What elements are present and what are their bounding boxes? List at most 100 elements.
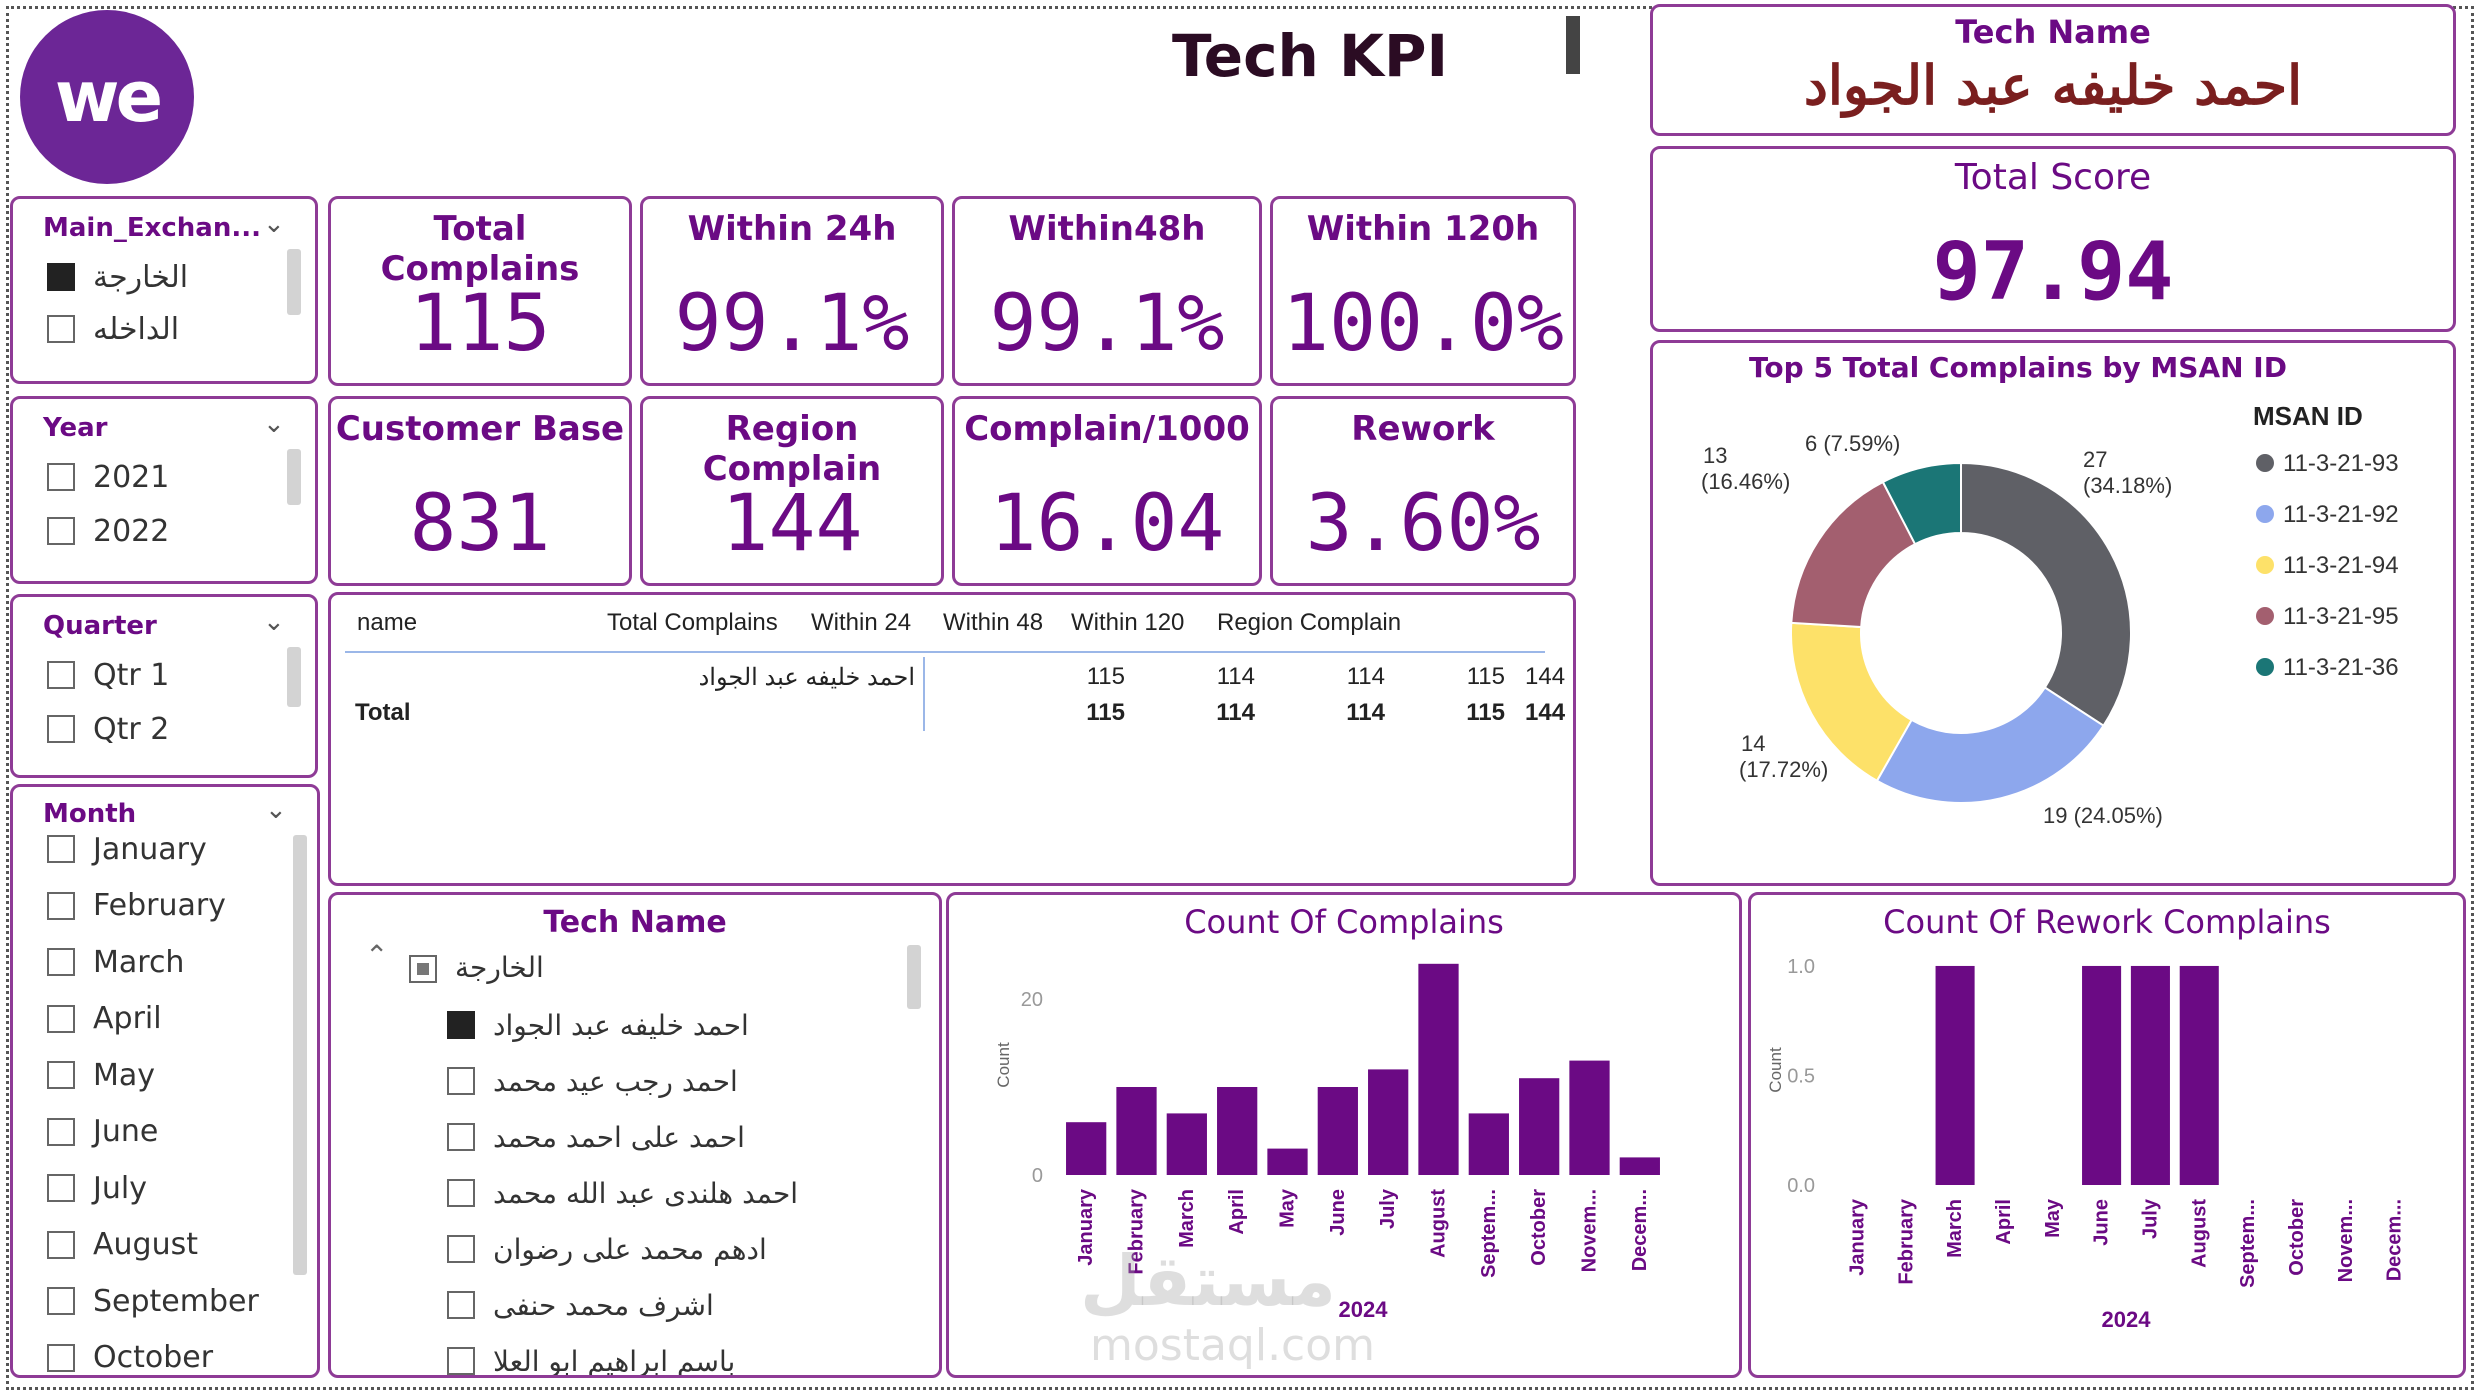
month-option[interactable]: September: [47, 1283, 259, 1319]
checkbox[interactable]: [47, 1343, 75, 1372]
x-tick-label: January: [1075, 1188, 1097, 1266]
slicer-option[interactable]: الداخله: [47, 311, 179, 347]
bar[interactable]: [2179, 965, 2219, 1185]
bar[interactable]: [1217, 1087, 1258, 1175]
total-score-value: 97.94: [1932, 225, 2174, 318]
bar[interactable]: [1619, 1157, 1660, 1175]
checkbox[interactable]: [47, 1004, 75, 1033]
checkbox[interactable]: [47, 1061, 75, 1089]
chevron-down-icon[interactable]: ⌄: [263, 209, 285, 239]
bar[interactable]: [1519, 1078, 1560, 1175]
tech-option[interactable]: احمد رجب عيد محمد: [447, 1063, 738, 1099]
bar[interactable]: [1468, 1113, 1509, 1175]
bar[interactable]: [1418, 963, 1459, 1175]
month-option[interactable]: April: [47, 1001, 162, 1037]
legend-entry[interactable]: 11-3-21-93: [2283, 450, 2399, 477]
checkbox[interactable]: [447, 1291, 475, 1319]
checkbox-checked[interactable]: [447, 1011, 475, 1039]
month-option[interactable]: August: [47, 1227, 198, 1263]
checkbox[interactable]: [447, 1235, 475, 1263]
slicer-option[interactable]: الخارجة: [47, 259, 188, 295]
donut-slice[interactable]: [1875, 686, 2105, 804]
tech-option[interactable]: احمد هلندى عبد الله محمد: [447, 1175, 798, 1211]
scrollbar[interactable]: [287, 249, 301, 315]
bar[interactable]: [1368, 1069, 1409, 1175]
month-option[interactable]: January: [47, 831, 207, 867]
tri-state-checkbox[interactable]: [409, 955, 437, 983]
legend-entry[interactable]: 11-3-21-94: [2283, 552, 2399, 579]
slicer-option[interactable]: Qtr 1: [47, 657, 169, 693]
table-header-region[interactable]: Region Complain: [1217, 609, 1402, 636]
title-cursor-bar: [1566, 16, 1580, 74]
donut-slice[interactable]: [1881, 461, 1962, 546]
checkbox[interactable]: [447, 1347, 475, 1375]
month-option[interactable]: June: [47, 1114, 158, 1150]
bar[interactable]: [2082, 965, 2122, 1185]
tech-option[interactable]: ادهم محمد على رضوان: [447, 1231, 767, 1267]
option-label: August: [93, 1227, 198, 1262]
bar[interactable]: [1116, 1087, 1157, 1175]
month-option[interactable]: February: [47, 888, 226, 924]
month-option[interactable]: October: [47, 1340, 213, 1375]
bar[interactable]: [2130, 965, 2170, 1185]
checkbox[interactable]: [47, 891, 75, 920]
chevron-down-icon[interactable]: ⌄: [263, 607, 285, 637]
bar[interactable]: [1317, 1087, 1358, 1175]
slicer-option[interactable]: 2021: [47, 459, 169, 495]
checkbox[interactable]: [47, 1230, 75, 1259]
checkbox[interactable]: [47, 517, 75, 545]
bar[interactable]: [1267, 1148, 1308, 1175]
checkbox[interactable]: [47, 1287, 75, 1315]
tech-slicer-group[interactable]: الخارجة: [455, 951, 544, 984]
month-option[interactable]: May: [47, 1057, 155, 1093]
tech-option[interactable]: احمد على احمد محمد: [447, 1119, 745, 1155]
table-header-total[interactable]: Total Complains: [607, 609, 778, 636]
scrollbar[interactable]: [907, 945, 921, 1009]
table-total-label: Total: [355, 699, 411, 726]
bar[interactable]: [1066, 1122, 1107, 1175]
checkbox[interactable]: [447, 1179, 475, 1207]
scrollbar[interactable]: [293, 835, 307, 1275]
scrollbar[interactable]: [287, 647, 301, 707]
table-header-name[interactable]: name: [357, 609, 418, 636]
checkbox[interactable]: [47, 835, 75, 863]
chevron-down-icon[interactable]: ⌄: [263, 409, 285, 439]
tech-name-slicer[interactable]: Tech Name ⌃ الخارجة احمد خليفه عبد الجوا…: [328, 892, 942, 1378]
checkbox[interactable]: [47, 463, 75, 491]
legend-entry[interactable]: 11-3-21-36: [2283, 654, 2399, 681]
y-axis-label: Count: [994, 1042, 1013, 1088]
bar[interactable]: [1569, 1060, 1610, 1175]
checkbox-checked[interactable]: [47, 263, 75, 291]
checkbox[interactable]: [447, 1067, 475, 1095]
quarter-slicer[interactable]: Quarter ⌄ Qtr 1 Qtr 2: [10, 594, 318, 778]
donut-slice[interactable]: [1960, 461, 2132, 728]
checkbox[interactable]: [47, 315, 75, 343]
table-header-within24[interactable]: Within 24: [811, 609, 912, 636]
table-header-within48[interactable]: Within 48: [943, 609, 1044, 636]
tech-option[interactable]: باسم ابراهيم ابو العلا: [447, 1343, 735, 1375]
month-slicer[interactable]: Month ⌄ January February March April May June…: [10, 784, 320, 1378]
checkbox[interactable]: [47, 1174, 75, 1202]
main-exchange-slicer[interactable]: Main_Exchan... ⌄ الخارجة الداخله: [10, 196, 318, 384]
bar[interactable]: [1166, 1113, 1207, 1175]
month-option[interactable]: March: [47, 944, 184, 980]
scrollbar[interactable]: [287, 449, 301, 505]
chevron-up-icon[interactable]: ⌃: [365, 939, 389, 972]
checkbox[interactable]: [47, 661, 75, 689]
chevron-down-icon[interactable]: ⌄: [265, 795, 287, 825]
bar[interactable]: [1935, 965, 1975, 1185]
checkbox[interactable]: [47, 715, 75, 743]
tech-option[interactable]: احمد خليفه عبد الجواد: [447, 1007, 749, 1043]
table-header-within120[interactable]: Within 120: [1071, 609, 1185, 636]
legend-entry[interactable]: 11-3-21-92: [2283, 501, 2399, 528]
year-slicer[interactable]: Year ⌄ 2021 2022: [10, 396, 318, 584]
checkbox[interactable]: [47, 1117, 75, 1146]
slicer-option[interactable]: 2022: [47, 513, 169, 549]
msan-donut-card: Top 5 Total Complains by MSAN ID 27 (34.1…: [1650, 340, 2456, 886]
legend-entry[interactable]: 11-3-21-95: [2283, 603, 2399, 630]
checkbox[interactable]: [47, 948, 75, 976]
slicer-option[interactable]: Qtr 2: [47, 711, 169, 747]
tech-option[interactable]: اشرف محمد حنفى: [447, 1287, 714, 1323]
checkbox[interactable]: [447, 1123, 475, 1151]
month-option[interactable]: July: [47, 1170, 147, 1206]
